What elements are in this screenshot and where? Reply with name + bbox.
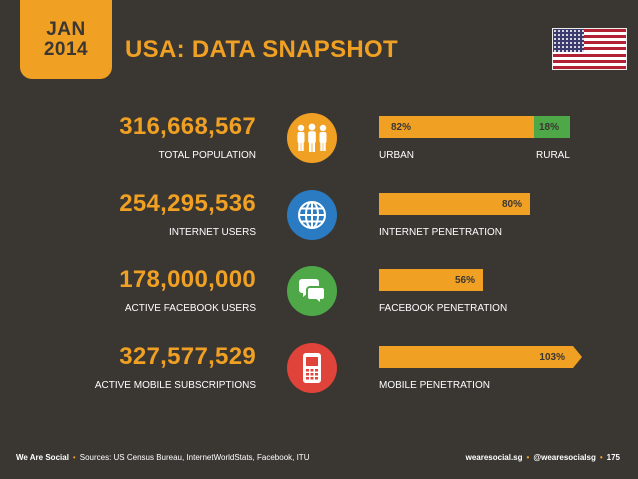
rural-label: RURAL: [536, 150, 570, 161]
mobile-penetration-percent: 103%: [539, 352, 565, 363]
internet-row: 254,295,536 INTERNET USERS 80% INTERNET …: [0, 190, 638, 260]
date-year: 2014: [43, 38, 89, 60]
bar-arrow-tip: [573, 346, 582, 368]
facebook-penetration-label: FACEBOOK PENETRATION: [379, 303, 508, 314]
urban-label: URBAN: [379, 150, 415, 161]
usa-flag-icon: [552, 28, 627, 70]
internet-penetration-label: INTERNET PENETRATION: [379, 227, 502, 238]
footer-site: wearesocial.sg: [465, 453, 523, 462]
footer-sources-text: Sources: US Census Bureau, InternetWorld…: [79, 453, 310, 462]
date-month: JAN: [46, 18, 86, 40]
chat-bubbles-icon: [287, 266, 337, 316]
facebook-users-label: ACTIVE FACEBOOK USERS: [124, 303, 256, 314]
page-title: USA: DATA SNAPSHOT: [125, 36, 398, 63]
mobile-row: 327,577,529 ACTIVE MOBILE SUBSCRIPTIONS …: [0, 343, 638, 413]
page-number: 175: [606, 453, 620, 462]
footer-sources: We Are Social • Sources: US Census Bureau,…: [16, 453, 310, 462]
facebook-row: 178,000,000 ACTIVE FACEBOOK USERS 56% FA…: [0, 266, 638, 336]
date-badge: JAN 2014: [20, 0, 112, 79]
mobile-penetration-bar: 103%: [379, 346, 573, 368]
total-population-label: TOTAL POPULATION: [158, 150, 256, 161]
population-row: 316,668,567 TOTAL POPULATION 82% 18% URB…: [0, 113, 638, 183]
footer-brand: We Are Social: [16, 453, 69, 462]
total-population-value: 316,668,567: [119, 113, 256, 140]
mobile-subscriptions-label: ACTIVE MOBILE SUBSCRIPTIONS: [94, 380, 256, 391]
mobile-phone-icon: [287, 343, 337, 393]
urban-bar: 82%: [379, 116, 534, 138]
mobile-subscriptions-value: 327,577,529: [119, 343, 256, 370]
rural-percent: 18%: [539, 122, 560, 133]
mobile-penetration-label: MOBILE PENETRATION: [379, 380, 490, 391]
internet-users-value: 254,295,536: [119, 190, 256, 217]
globe-icon: [287, 190, 337, 240]
people-icon: [287, 113, 337, 163]
rural-bar: 18%: [534, 116, 570, 138]
facebook-penetration-bar: 56%: [379, 269, 483, 291]
internet-penetration-percent: 80%: [501, 199, 522, 210]
urban-percent: 82%: [391, 122, 412, 133]
internet-users-label: INTERNET USERS: [168, 227, 256, 238]
internet-penetration-bar: 80%: [379, 193, 530, 215]
facebook-penetration-percent: 56%: [454, 275, 475, 286]
footer-credits: wearesocial.sg • @wearesocialsg • 175: [465, 453, 620, 462]
footer-handle: @wearesocialsg: [533, 453, 596, 462]
facebook-users-value: 178,000,000: [119, 266, 256, 293]
